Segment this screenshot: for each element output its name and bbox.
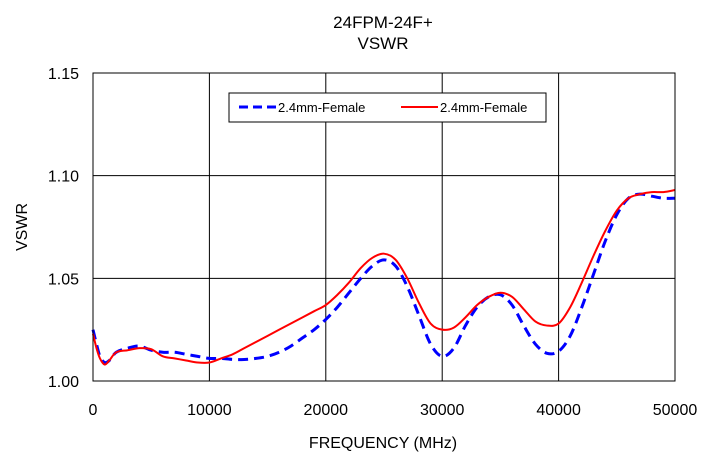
y-tick-label: 1.15 xyxy=(48,66,79,83)
x-tick-label: 10000 xyxy=(187,402,232,419)
legend-box xyxy=(228,92,547,123)
series-line-blue-dashed xyxy=(91,192,676,365)
legend: 2.4mm-Female 2.4mm-Female xyxy=(228,92,547,123)
legend-label-red: 2.4mm-Female xyxy=(440,100,527,115)
chart-subtitle: VSWR xyxy=(358,34,409,53)
x-tick-label: 30000 xyxy=(420,402,465,419)
legend-label-blue: 2.4mm-Female xyxy=(278,100,365,115)
x-tick-label: 20000 xyxy=(304,402,349,419)
chart-title: 24FPM-24F+ xyxy=(333,13,433,32)
series-line-red-solid xyxy=(92,189,676,366)
plot-area-border xyxy=(92,72,676,382)
y-tick-label: 1.00 xyxy=(48,374,79,391)
x-axis-label: FREQUENCY (MHz) xyxy=(309,435,457,452)
x-tick-label: 50000 xyxy=(653,402,698,419)
y-axis-label: VSWR xyxy=(14,203,31,251)
tick-labels: 0 10000 20000 30000 40000 50000 1.00 1.05 1.10 1.… xyxy=(48,66,697,419)
x-tick-label: 0 xyxy=(89,402,98,419)
y-tick-label: 1.05 xyxy=(48,271,79,288)
series-layer xyxy=(91,189,676,366)
x-tick-label: 40000 xyxy=(536,402,581,419)
y-tick-label: 1.10 xyxy=(48,169,79,186)
